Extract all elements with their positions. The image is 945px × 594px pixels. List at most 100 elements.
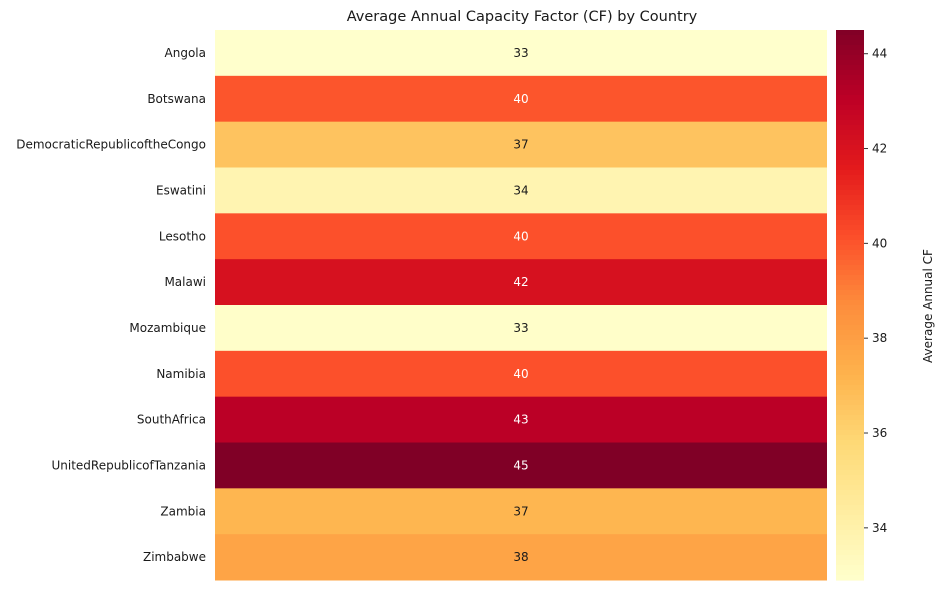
colorbar-tick-label: 44 — [872, 47, 887, 61]
colorbar-segment — [836, 495, 864, 501]
colorbar-segment — [836, 325, 864, 331]
chart-title: Average Annual Capacity Factor (CF) by C… — [347, 9, 698, 25]
row-label: Eswatini — [156, 183, 206, 197]
colorbar-segment — [836, 180, 864, 186]
colorbar-segment — [836, 385, 864, 391]
colorbar-segment — [836, 35, 864, 41]
cell-value-label: 33 — [513, 46, 528, 60]
colorbar-segment — [836, 450, 864, 456]
row-label: Lesotho — [159, 229, 206, 243]
colorbar-segment — [836, 205, 864, 211]
heatmap-cell — [215, 305, 827, 352]
colorbar-segment — [836, 50, 864, 56]
heatmap-cell — [215, 396, 827, 443]
row-label: Mozambique — [129, 321, 206, 335]
colorbar-segment — [836, 400, 864, 406]
colorbar-segment — [836, 550, 864, 556]
colorbar-segment — [836, 295, 864, 301]
cell-value-label: 37 — [513, 138, 528, 152]
colorbar-segment — [836, 345, 864, 351]
colorbar-segment — [836, 145, 864, 151]
colorbar-segment — [836, 460, 864, 466]
row-labels: Angola Botswana DemocraticRepublicoftheCon… — [16, 46, 206, 564]
colorbar-segment — [836, 355, 864, 361]
colorbar-segment — [836, 340, 864, 346]
colorbar-tick-label: 40 — [872, 236, 887, 250]
colorbar-segment — [836, 275, 864, 281]
colorbar-segment — [836, 40, 864, 46]
colorbar-segment — [836, 545, 864, 551]
colorbar-tick-label: 42 — [872, 142, 887, 156]
cell-value-label: 43 — [513, 413, 528, 427]
heatmap-cell — [215, 213, 827, 260]
colorbar-segment — [836, 85, 864, 91]
colorbar-segment — [836, 185, 864, 191]
colorbar-segment — [836, 290, 864, 296]
colorbar-segment — [836, 540, 864, 546]
colorbar-segment — [836, 455, 864, 461]
colorbar-segment — [836, 190, 864, 196]
colorbar-segment — [836, 530, 864, 536]
colorbar-segment — [836, 260, 864, 266]
heatmap-cell — [215, 350, 827, 398]
colorbar-segment — [836, 475, 864, 481]
colorbar-segment — [836, 210, 864, 216]
colorbar-segment — [836, 110, 864, 116]
colorbar-segment — [836, 430, 864, 436]
heatmap-cell — [215, 534, 827, 581]
colorbar-segment — [836, 125, 864, 131]
colorbar-segment — [836, 395, 864, 401]
row-label: Zambia — [160, 504, 206, 518]
heatmap-cell — [215, 259, 827, 306]
cell-value-label: 40 — [513, 92, 528, 106]
colorbar-segment — [836, 80, 864, 86]
colorbar-segment — [836, 135, 864, 141]
colorbar-segment — [836, 525, 864, 531]
colorbar-segment — [836, 65, 864, 71]
colorbar-segment — [836, 215, 864, 221]
colorbar-segment — [836, 465, 864, 471]
colorbar-segment — [836, 510, 864, 516]
colorbar-segment — [836, 120, 864, 126]
colorbar-segment — [836, 490, 864, 496]
colorbar-segment — [836, 500, 864, 506]
colorbar-segment — [836, 150, 864, 156]
heatmap-cells — [215, 30, 827, 581]
colorbar-segment — [836, 370, 864, 376]
colorbar-segment — [836, 235, 864, 241]
colorbar-segment — [836, 310, 864, 316]
colorbar-segment — [836, 520, 864, 526]
colorbar-segment — [836, 280, 864, 286]
colorbar-segment — [836, 575, 864, 581]
colorbar-segment — [836, 320, 864, 326]
colorbar-segment — [836, 70, 864, 76]
colorbar-segment — [836, 390, 864, 396]
cell-value-labels: 33 40 37 34 40 42 33 40 43 45 37 38 — [513, 46, 528, 564]
colorbar-segment — [836, 555, 864, 561]
colorbar-segment — [836, 315, 864, 321]
colorbar-tick-label: 36 — [872, 426, 887, 440]
colorbar-segment — [836, 30, 864, 36]
row-label: Zimbabwe — [143, 550, 206, 564]
colorbar-segment — [836, 95, 864, 101]
colorbar-segment — [836, 505, 864, 511]
colorbar-segment — [836, 140, 864, 146]
colorbar — [836, 30, 864, 581]
colorbar-segment — [836, 570, 864, 576]
colorbar-segment — [836, 75, 864, 81]
colorbar-tick-label: 34 — [872, 521, 887, 535]
colorbar-segment — [836, 365, 864, 371]
cell-value-label: 45 — [513, 458, 528, 472]
colorbar-segment — [836, 425, 864, 431]
colorbar-segment — [836, 330, 864, 336]
colorbar-ticks: 34 36 38 40 42 44 — [864, 47, 887, 535]
colorbar-segment — [836, 270, 864, 276]
colorbar-segment — [836, 240, 864, 246]
cell-value-label: 40 — [513, 229, 528, 243]
row-label: Namibia — [156, 367, 206, 381]
colorbar-segment — [836, 130, 864, 136]
colorbar-segment — [836, 405, 864, 411]
colorbar-segment — [836, 410, 864, 416]
colorbar-segment — [836, 160, 864, 166]
